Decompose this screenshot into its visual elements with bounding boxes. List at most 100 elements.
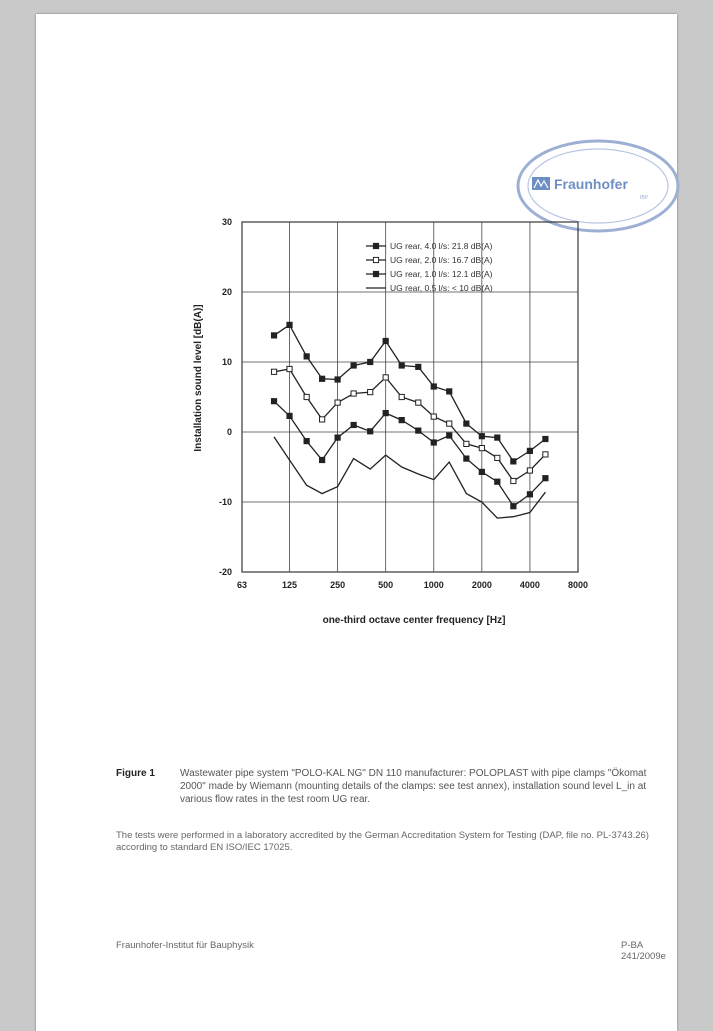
data-point (367, 389, 374, 396)
data-point (478, 445, 485, 452)
stamp-label: Fraunhofer (554, 176, 628, 192)
series-2 (270, 365, 549, 485)
y-axis-ticks: 30 20 10 0 -10 -20 (219, 217, 232, 577)
data-point (350, 362, 357, 369)
footer-institute: Fraunhofer-Institut für Bauphysik (116, 940, 254, 951)
data-point (303, 393, 310, 401)
x-tick-label: 8000 (568, 580, 588, 590)
series-line (273, 368, 546, 482)
data-point (367, 358, 374, 366)
data-point (510, 503, 517, 510)
series-3 (270, 398, 549, 510)
x-tick-label: 1000 (424, 580, 444, 590)
figure-caption-text: Wastewater pipe system "POLO-KAL NG" DN … (180, 768, 647, 805)
data-point (303, 438, 310, 445)
x-tick-label: 250 (330, 580, 345, 590)
data-point (382, 337, 389, 345)
y-tick-label: 10 (222, 357, 232, 367)
data-point (350, 421, 357, 429)
chart-grid (241, 221, 579, 573)
data-point (382, 374, 389, 381)
series-1 (270, 321, 549, 465)
figure-label: Figure 1 (116, 768, 155, 779)
data-point (398, 393, 405, 401)
legend-label: UG rear, 4.0 l/s: 21.8 dB(A) (390, 241, 493, 251)
data-point (415, 399, 422, 406)
y-axis-label: Installation sound level [dB(A)] (193, 304, 204, 451)
legend-marker (372, 270, 380, 278)
data-point (334, 434, 341, 441)
data-point (463, 455, 470, 462)
data-point (270, 332, 278, 339)
data-point (415, 427, 422, 434)
data-point (270, 398, 278, 405)
data-point (319, 416, 326, 423)
data-point (526, 467, 534, 474)
data-point (542, 451, 549, 458)
data-point (526, 491, 534, 498)
series-line (273, 323, 546, 463)
x-tick-label: 2000 (472, 580, 492, 590)
data-point (478, 468, 485, 475)
legend-marker (372, 242, 380, 250)
y-tick-label: 30 (222, 217, 232, 227)
data-point (430, 413, 437, 420)
data-point (430, 439, 437, 446)
data-point (382, 410, 389, 417)
document-page: Fraunhofer IBP 30 20 10 0 -10 -20 63 125 250 500… (36, 14, 680, 1031)
data-point (286, 321, 293, 329)
data-point (526, 447, 534, 455)
series-line (273, 436, 546, 519)
x-axis-ticks: 63 125 250 500 1000 2000 4000 8000 (237, 580, 588, 590)
data-point (350, 390, 357, 397)
line-chart: 30 20 10 0 -10 -20 63 125 250 500 1000 2000 4000 800… (193, 217, 588, 626)
data-point (319, 375, 326, 382)
data-point (446, 388, 453, 395)
data-point (286, 412, 293, 420)
y-tick-label: -20 (219, 567, 232, 577)
data-point (494, 478, 501, 485)
series-layer (270, 321, 549, 519)
accreditation-note: The tests were performed in a laboratory… (116, 830, 649, 853)
chart-container: 30 20 10 0 -10 -20 63 125 250 500 1000 2000 4000 800… (184, 208, 644, 644)
data-point (286, 365, 293, 373)
data-point (334, 399, 341, 406)
data-point (334, 376, 341, 383)
data-point (478, 433, 485, 440)
y-tick-label: -10 (219, 497, 232, 507)
data-point (270, 368, 278, 375)
legend-label: UG rear, 2.0 l/s: 16.7 dB(A) (390, 255, 493, 265)
data-point (446, 420, 453, 427)
legend-label: UG rear, 1.0 l/s: 12.1 dB(A) (390, 269, 493, 279)
data-point (494, 434, 501, 441)
stamp-sublabel: IBP (640, 195, 649, 201)
data-point (367, 428, 374, 435)
data-point (463, 420, 470, 427)
x-tick-label: 63 (237, 580, 247, 590)
chart-legend: UG rear, 4.0 l/s: 21.8 dB(A) UG rear, 2.0… (366, 241, 493, 293)
x-tick-label: 500 (378, 580, 393, 590)
data-point (415, 363, 422, 371)
data-point (446, 432, 453, 439)
data-point (430, 383, 437, 390)
series-4 (273, 436, 546, 519)
data-point (398, 417, 405, 424)
figure-caption: Figure 1 Wastewater pipe system "POLO-KAL… (116, 767, 676, 806)
data-point (463, 440, 470, 448)
y-tick-label: 20 (222, 287, 232, 297)
data-point (303, 353, 310, 360)
x-axis-label: one-third octave center frequency [Hz] (323, 615, 506, 626)
data-point (510, 458, 517, 465)
legend-label: UG rear, 0.5 l/s: < 10 dB(A) (390, 283, 493, 293)
fraunhofer-stamp: Fraunhofer IBP (516, 139, 680, 233)
x-tick-label: 125 (282, 580, 297, 590)
data-point (542, 475, 549, 482)
y-tick-label: 0 (227, 427, 232, 437)
series-line (273, 400, 546, 508)
data-point (494, 454, 501, 462)
footer-report-number: P-BA 241/2009e (621, 940, 666, 962)
data-point (542, 435, 549, 443)
data-point (510, 477, 517, 485)
data-point (398, 362, 405, 369)
x-tick-label: 4000 (520, 580, 540, 590)
